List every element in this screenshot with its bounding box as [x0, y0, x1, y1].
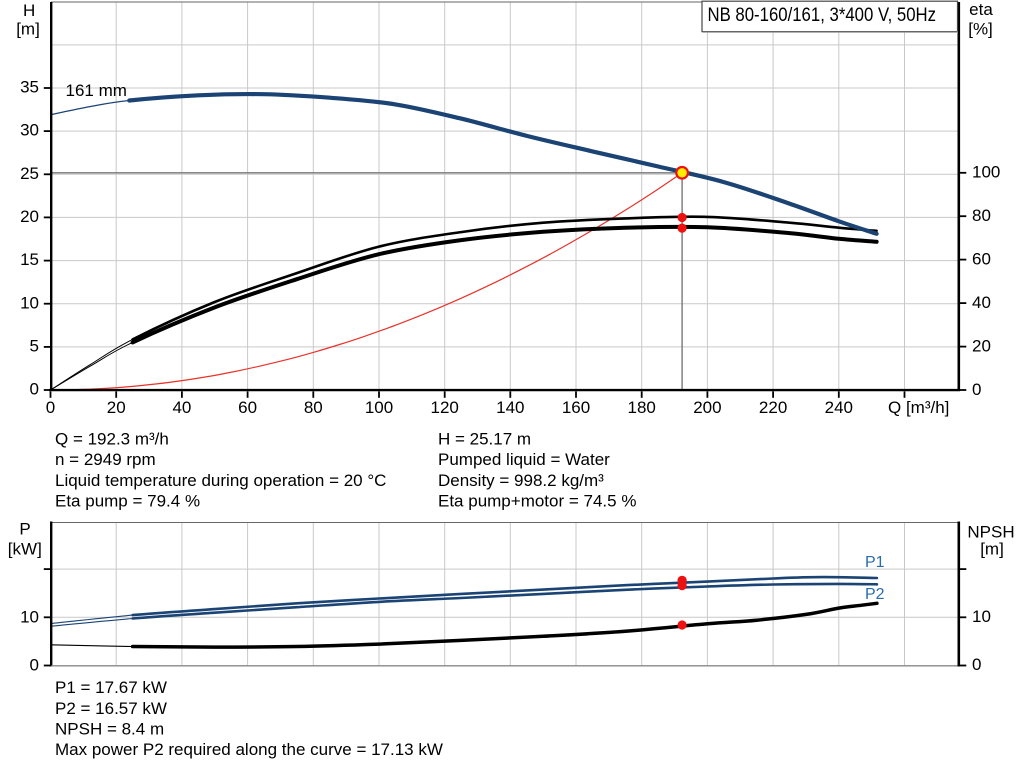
svg-text:5: 5 — [30, 337, 39, 356]
svg-text:10: 10 — [20, 608, 39, 627]
svg-text:161 mm: 161 mm — [66, 81, 127, 100]
svg-text:Max power P2 required along th: Max power P2 required along the curve = … — [55, 740, 443, 759]
svg-text:0: 0 — [972, 655, 981, 674]
svg-text:0: 0 — [30, 656, 39, 675]
svg-text:15: 15 — [20, 250, 39, 269]
svg-text:10: 10 — [20, 293, 39, 312]
svg-text:20: 20 — [107, 398, 126, 417]
svg-text:H = 25.17 m: H = 25.17 m — [438, 430, 531, 449]
svg-text:n = 2949 rpm: n = 2949 rpm — [55, 450, 156, 469]
svg-text:P1 = 17.67 kW: P1 = 17.67 kW — [55, 678, 167, 697]
svg-text:0: 0 — [972, 380, 981, 399]
svg-text:H: H — [23, 1, 35, 20]
svg-text:Liquid temperature during oper: Liquid temperature during operation = 20… — [55, 471, 386, 490]
svg-text:[m]: [m] — [980, 540, 1004, 559]
svg-text:200: 200 — [693, 398, 721, 417]
svg-text:10: 10 — [972, 607, 991, 626]
svg-text:0: 0 — [46, 398, 55, 417]
svg-text:60: 60 — [238, 398, 257, 417]
svg-text:P: P — [19, 520, 30, 539]
svg-text:0: 0 — [30, 380, 39, 399]
svg-text:180: 180 — [628, 398, 656, 417]
svg-text:20: 20 — [972, 336, 991, 355]
svg-text:80: 80 — [972, 206, 991, 225]
svg-text:[%]: [%] — [968, 20, 993, 39]
svg-text:[kW]: [kW] — [8, 540, 42, 559]
svg-text:Eta pump = 79.4 %: Eta pump = 79.4 % — [55, 491, 200, 510]
svg-text:60: 60 — [972, 250, 991, 269]
svg-text:P2 = 16.57 kW: P2 = 16.57 kW — [55, 699, 167, 718]
svg-text:NPSH: NPSH — [967, 522, 1014, 541]
svg-text:[m]: [m] — [16, 19, 40, 38]
svg-text:30: 30 — [20, 121, 39, 140]
svg-text:Density = 998.2 kg/m³: Density = 998.2 kg/m³ — [438, 471, 604, 490]
svg-text:20: 20 — [20, 207, 39, 226]
svg-text:P2: P2 — [865, 586, 885, 603]
svg-text:140: 140 — [496, 398, 524, 417]
svg-text:Pumped liquid = Water: Pumped liquid = Water — [438, 450, 610, 469]
svg-text:P1: P1 — [865, 554, 885, 571]
svg-text:40: 40 — [972, 293, 991, 312]
svg-text:160: 160 — [562, 398, 590, 417]
svg-text:80: 80 — [304, 398, 323, 417]
svg-text:NB 80-160/161, 3*400 V, 50Hz: NB 80-160/161, 3*400 V, 50Hz — [708, 4, 937, 26]
svg-text:NPSH = 8.4 m: NPSH = 8.4 m — [55, 720, 164, 739]
svg-text:40: 40 — [172, 398, 191, 417]
svg-text:100: 100 — [365, 398, 393, 417]
svg-text:220: 220 — [759, 398, 787, 417]
svg-text:Q = 192.3 m³/h: Q = 192.3 m³/h — [55, 430, 169, 449]
svg-text:120: 120 — [431, 398, 459, 417]
svg-text:eta: eta — [969, 0, 993, 19]
svg-text:25: 25 — [20, 164, 39, 183]
svg-text:Q [m³/h]: Q [m³/h] — [888, 398, 949, 417]
svg-text:35: 35 — [20, 78, 39, 97]
svg-text:Eta pump+motor = 74.5 %: Eta pump+motor = 74.5 % — [438, 491, 636, 510]
svg-text:240: 240 — [825, 398, 853, 417]
svg-text:100: 100 — [972, 163, 1000, 182]
